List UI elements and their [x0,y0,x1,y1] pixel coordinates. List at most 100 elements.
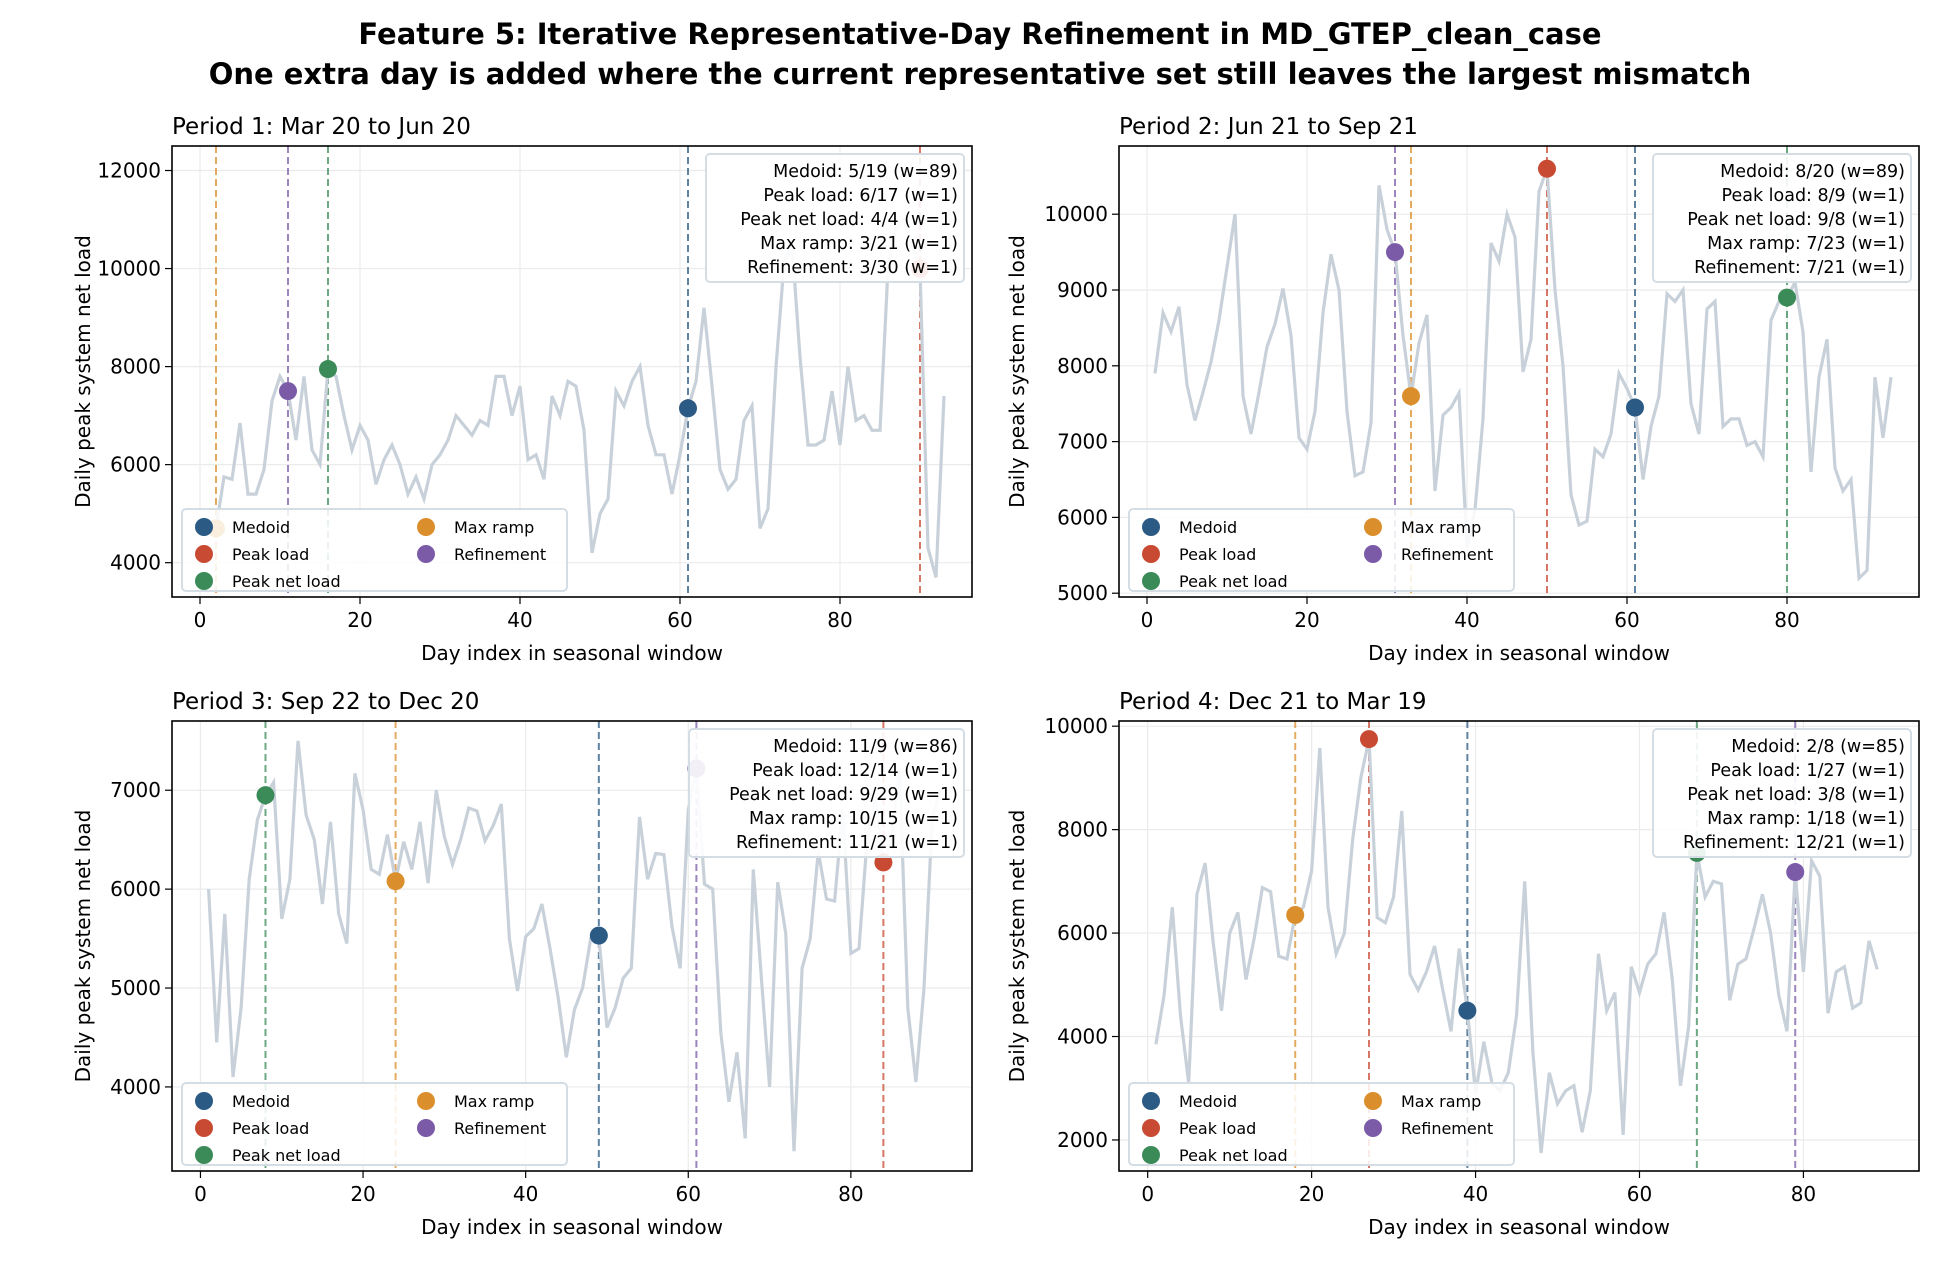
x-tick-label: 60 [1627,1182,1652,1206]
legend-label: Peak load [232,545,309,564]
x-tick-label: 40 [1454,608,1479,632]
selected-day-marker [1286,905,1305,924]
selected-day-marker [1386,243,1404,262]
annotation-line: Refinement: 11/21 (w=1) [736,833,958,853]
y-tick-label: 4000 [110,551,161,575]
annotation-box [705,153,965,283]
legend-marker [195,1119,213,1137]
annotation-line: Refinement: 12/21 (w=1) [1683,833,1905,853]
selected-day-marker [1626,398,1644,417]
legend [1128,508,1515,592]
subplot-4: 0 20 40 60 80 2000 4000 6000 8000 10000 Period 4: … [1005,689,1920,1239]
legend-marker [195,545,213,563]
x-axis-label: Day index in seasonal window [1368,641,1670,665]
legend-label: Peak net load [1179,572,1288,591]
annotation-line: Medoid: 5/19 (w=89) [773,162,958,182]
legend [181,1082,568,1166]
annotation-line: Max ramp: 10/15 (w=1) [749,809,958,829]
selected-day-marker [1458,1001,1477,1020]
legend-label: Peak net load [232,572,341,591]
y-tick-label: 4000 [1057,1025,1108,1049]
annotation-line: Peak net load: 3/8 (w=1) [1687,785,1905,805]
legend [181,508,568,592]
y-tick-label: 7000 [1057,430,1108,454]
net-load-series-line [1153,168,1893,582]
x-axis-label: Day index in seasonal window [421,641,723,665]
x-tick-label: 20 [1294,608,1319,632]
y-tick-label: 2000 [1057,1128,1108,1152]
legend-label: Peak load [1179,545,1256,564]
net-load-series-line [1154,738,1879,1154]
legend-marker [195,1092,213,1110]
legend-marker [417,518,435,536]
x-tick-label: 0 [1141,1182,1154,1206]
legend-marker [1142,1092,1160,1110]
y-tick-label: 7000 [110,778,161,802]
legend-label: Medoid [1179,1092,1237,1111]
y-tick-label: 6000 [110,453,161,477]
y-tick-label: 8000 [1057,354,1108,378]
legend-marker [1364,545,1382,563]
x-tick-label: 0 [194,608,207,632]
annotation-box [1652,728,1912,858]
legend-label: Medoid [1179,518,1237,537]
annotation-line: Refinement: 7/21 (w=1) [1694,258,1905,278]
legend [1128,1082,1515,1166]
x-tick-label: 0 [194,1182,207,1206]
annotation-line: Medoid: 11/9 (w=86) [773,737,958,757]
annotation-line: Max ramp: 3/21 (w=1) [760,234,958,254]
x-tick-label: 80 [827,608,852,632]
y-tick-label: 5000 [110,976,161,1000]
y-tick-label: 8000 [1057,818,1108,842]
x-tick-label: 40 [513,1182,538,1206]
x-tick-label: 60 [676,1182,701,1206]
y-tick-label: 10000 [97,257,161,281]
legend-label: Max ramp [1401,1092,1481,1111]
x-tick-label: 40 [507,608,532,632]
y-tick-label: 9000 [1057,278,1108,302]
y-tick-label: 12000 [97,159,161,183]
legend-label: Refinement [454,545,546,564]
annotation-box [688,728,965,858]
selected-day-marker [1778,288,1796,307]
legend-marker [1142,572,1160,590]
annotation-line: Peak net load: 9/29 (w=1) [729,785,958,805]
y-tick-label: 5000 [1057,581,1108,605]
y-axis-label: Daily peak system net load [1005,810,1029,1083]
axes-frame [1118,720,1920,1172]
subplot-title: Period 1: Mar 20 to Jun 20 [172,114,471,140]
legend-label: Peak load [1179,1119,1256,1138]
subplot-title: Period 3: Sep 22 to Dec 20 [172,689,479,715]
y-tick-label: 6000 [110,877,161,901]
legend-marker [195,518,213,536]
y-tick-label: 10000 [1044,714,1108,738]
figure-title-line2: One extra day is added where the current… [209,57,1752,91]
legend-marker [1142,518,1160,536]
x-tick-label: 20 [1299,1182,1324,1206]
legend-label: Medoid [232,518,290,537]
legend-label: Peak net load [232,1146,341,1165]
selected-day-marker [1786,863,1805,882]
legend-marker [1142,545,1160,563]
y-tick-label: 6000 [1057,921,1108,945]
legend-label: Medoid [232,1092,290,1111]
legend-label: Refinement [454,1119,546,1138]
selected-day-marker [256,786,275,805]
x-axis-label: Day index in seasonal window [1368,1215,1670,1239]
selected-day-marker [319,360,337,379]
y-axis-label: Daily peak system net load [1005,235,1029,508]
y-axis-label: Daily peak system net load [71,235,95,508]
selected-day-marker [1360,730,1378,749]
x-axis-label: Day index in seasonal window [421,1215,723,1239]
legend-marker [1142,1146,1160,1164]
selected-day-marker [589,926,608,945]
legend-label: Peak load [232,1119,309,1138]
legend-label: Max ramp [454,518,534,537]
annotation-line: Peak load: 1/27 (w=1) [1710,761,1905,781]
annotation-line: Peak load: 6/17 (w=1) [763,186,958,206]
figure-title-line1: Feature 5: Iterative Representative-Day … [358,17,1601,51]
annotation-line: Peak load: 12/14 (w=1) [752,761,958,781]
legend-marker [417,545,435,563]
x-tick-label: 0 [1141,608,1154,632]
